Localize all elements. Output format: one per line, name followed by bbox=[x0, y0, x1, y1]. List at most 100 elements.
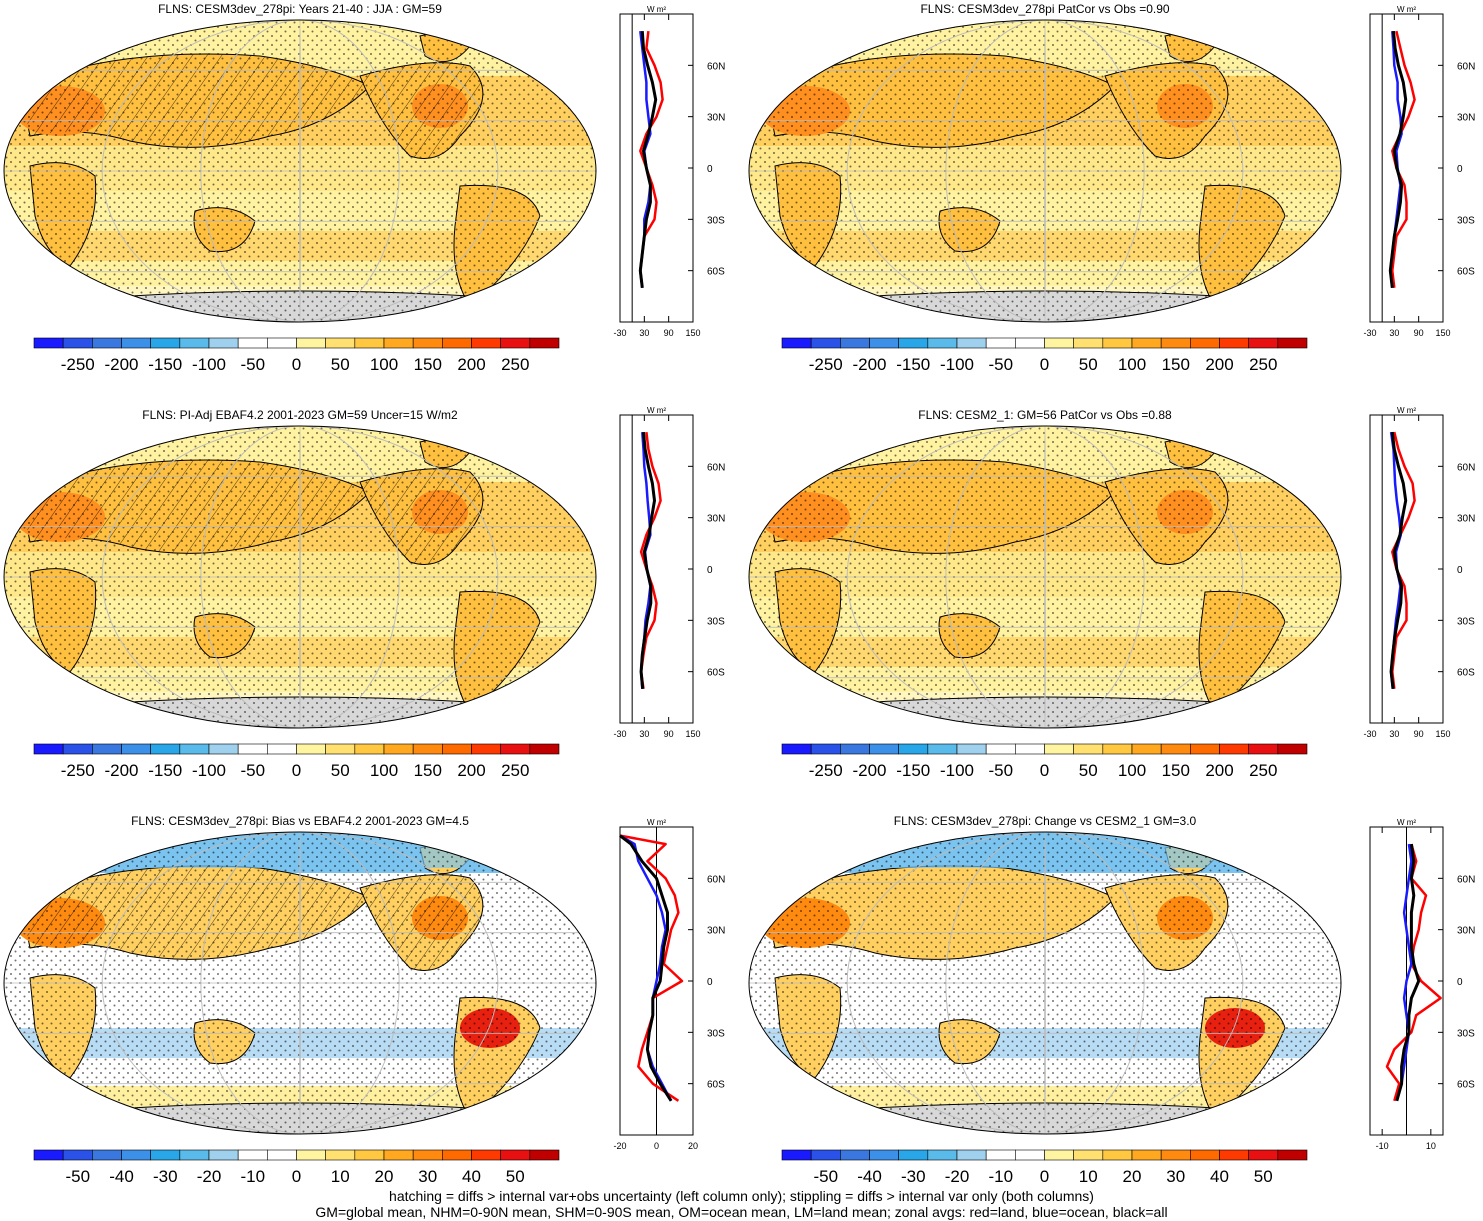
graticule-lon bbox=[945, 20, 1145, 322]
map-field bbox=[4, 20, 596, 322]
colorbar-swatch bbox=[92, 743, 122, 755]
zonal-xtick-label: 30 bbox=[1389, 328, 1399, 338]
graticule-lon bbox=[101, 426, 499, 728]
colorbar-label: 150 bbox=[414, 761, 442, 780]
zonal-series-black bbox=[1388, 30, 1408, 288]
map-p3 bbox=[3, 425, 597, 729]
zonal-ytick-label: 30N bbox=[707, 113, 725, 124]
zonal-xtick-label: 150 bbox=[685, 729, 700, 739]
colorbar-label: 30 bbox=[1166, 1167, 1185, 1186]
colorbar-label: -50 bbox=[813, 1167, 838, 1186]
zonal-unit-label: W m² bbox=[1397, 406, 1416, 415]
colorbar-swatch bbox=[781, 1149, 812, 1161]
colorbar-swatch bbox=[296, 743, 326, 755]
zonal-ytick-label: 60S bbox=[707, 1080, 725, 1091]
zonal-ytick-label: 60N bbox=[707, 61, 725, 72]
colorbar-swatch bbox=[1015, 337, 1045, 349]
colorbar-swatch bbox=[1190, 743, 1220, 755]
hatching-eurasia bbox=[20, 460, 370, 554]
colorbar-swatch bbox=[956, 337, 987, 349]
zonal-xtick-label: -20 bbox=[613, 1141, 626, 1151]
colorbar-p5: -50 -40 -30 -20 -10 0 10 20 30 40 50 bbox=[33, 1149, 560, 1186]
zonal-frame bbox=[1369, 13, 1444, 323]
zonal-ytick-label: 0 bbox=[707, 164, 713, 175]
graticule-lon bbox=[846, 832, 1244, 1134]
zonal-p5: W m² -20 0 20 60N 30N 0 30S 60S bbox=[613, 818, 725, 1151]
colorbar-swatch bbox=[33, 1149, 64, 1161]
colorbar-swatch bbox=[471, 743, 501, 755]
zonal-ytick-label: 60S bbox=[707, 668, 725, 679]
colorbar-swatch bbox=[121, 337, 151, 349]
colorbar-label: -200 bbox=[852, 355, 886, 374]
zonal-ytick-label: 60S bbox=[707, 267, 725, 278]
colorbar-label: -200 bbox=[104, 761, 138, 780]
map-p4 bbox=[748, 425, 1342, 729]
colorbar-label: 200 bbox=[1205, 761, 1233, 780]
colorbar-swatch bbox=[179, 1149, 210, 1161]
zonal-xtick-label: 10 bbox=[1426, 1141, 1436, 1151]
colorbar-label: 0 bbox=[1040, 355, 1049, 374]
colorbar-label: -150 bbox=[148, 761, 182, 780]
zonal-ytick-label: 30S bbox=[1457, 215, 1475, 226]
map-outline bbox=[3, 425, 597, 729]
colorbar-label: -250 bbox=[61, 761, 95, 780]
colorbar-swatch bbox=[1102, 743, 1133, 755]
zonal-xtick-label: 90 bbox=[1414, 729, 1424, 739]
panel-title-p3: FLNS: PI-Adj EBAF4.2 2001-2023 GM=59 Unc… bbox=[142, 408, 458, 422]
colorbar-swatch bbox=[985, 337, 1016, 349]
colorbar-label: 250 bbox=[1249, 761, 1277, 780]
graticule-lon bbox=[101, 832, 499, 1134]
colorbar-label: 50 bbox=[331, 761, 350, 780]
colorbar-label: 10 bbox=[331, 1167, 350, 1186]
colorbar-swatch bbox=[1219, 1149, 1249, 1161]
colorbar-swatch bbox=[92, 337, 122, 349]
zonal-xtick-label: -30 bbox=[613, 328, 626, 338]
zonal-xtick-label: 150 bbox=[1435, 729, 1450, 739]
colorbar-label: 0 bbox=[292, 761, 301, 780]
zonal-frame bbox=[1369, 414, 1444, 724]
zonal-xtick-label: 90 bbox=[664, 729, 674, 739]
zonal-xtick-label: 0 bbox=[654, 1141, 659, 1151]
hatching-north-america bbox=[360, 468, 483, 565]
colorbar-swatch bbox=[383, 743, 414, 755]
colorbar-swatch bbox=[237, 743, 268, 755]
colorbar-swatch bbox=[956, 1149, 987, 1161]
colorbar-label: -40 bbox=[857, 1167, 882, 1186]
colorbar-swatch bbox=[1160, 337, 1191, 349]
colorbar-label: 200 bbox=[457, 355, 485, 374]
colorbar-swatch bbox=[927, 337, 958, 349]
map-outline bbox=[748, 19, 1342, 323]
colorbar-swatch bbox=[985, 1149, 1016, 1161]
colorbar-swatch bbox=[1015, 1149, 1045, 1161]
colorbar-label: 20 bbox=[1123, 1167, 1142, 1186]
colorbar-label: -40 bbox=[109, 1167, 134, 1186]
colorbar-label: 100 bbox=[370, 761, 398, 780]
zonal-ytick-label: 60N bbox=[1457, 61, 1475, 72]
colorbar-swatch bbox=[471, 337, 501, 349]
graticule-lon bbox=[1044, 20, 1046, 322]
colorbar-label: 150 bbox=[1162, 355, 1190, 374]
zonal-frame bbox=[619, 414, 694, 724]
zonal-ytick-label: 60N bbox=[707, 874, 725, 885]
zonal-ytick-label: 30S bbox=[1457, 1028, 1475, 1039]
colorbar-label: 100 bbox=[370, 355, 398, 374]
colorbar-swatch bbox=[92, 1149, 122, 1161]
zonal-ytick-label: 0 bbox=[707, 977, 713, 988]
colorbar-swatch bbox=[1248, 1149, 1279, 1161]
zonal-ytick-label: 60N bbox=[1457, 462, 1475, 473]
colorbar-swatch bbox=[1277, 1149, 1308, 1161]
colorbar-label: -10 bbox=[988, 1167, 1013, 1186]
panel-title-p1: FLNS: CESM3dev_278pi: Years 21-40 : JJA … bbox=[158, 2, 442, 16]
colorbar-swatch bbox=[267, 743, 297, 755]
zonal-unit-label: W m² bbox=[647, 5, 666, 14]
colorbar-p1: -250 -200 -150 -100 -50 0 50 100 150 200 250 bbox=[33, 337, 560, 374]
colorbar-label: -10 bbox=[240, 1167, 265, 1186]
colorbar-swatch bbox=[179, 743, 210, 755]
zonal-ytick-label: 60N bbox=[707, 462, 725, 473]
colorbar-swatch bbox=[500, 743, 531, 755]
colorbar-swatch bbox=[325, 337, 356, 349]
zonal-xtick-label: 20 bbox=[688, 1141, 698, 1151]
hatching-eurasia bbox=[20, 54, 370, 148]
map-p2 bbox=[748, 19, 1342, 323]
colorbar-swatch bbox=[267, 1149, 297, 1161]
